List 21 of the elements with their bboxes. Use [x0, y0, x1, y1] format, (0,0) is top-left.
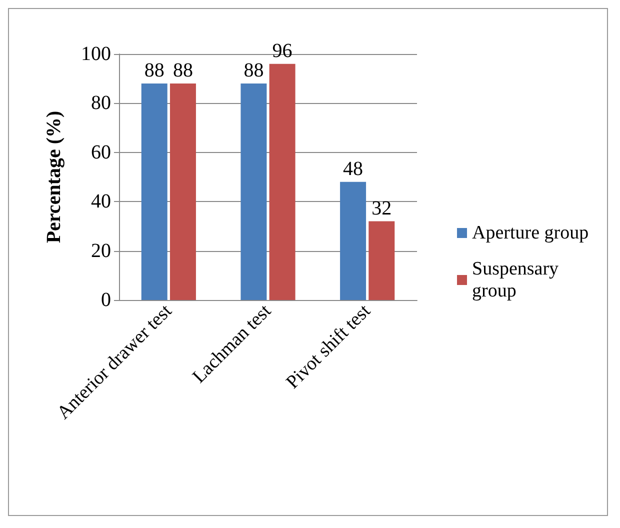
bar	[170, 84, 196, 300]
legend-label: Suspensary group	[472, 258, 564, 302]
bar	[141, 84, 168, 300]
y-axis-title: Percentage (%)	[43, 110, 65, 244]
y-tick-label: 40	[91, 190, 111, 213]
data-label: 88	[172, 60, 193, 82]
bar	[368, 221, 395, 300]
data-label: 48	[343, 158, 364, 180]
y-tick-label: 60	[91, 141, 111, 164]
data-label: 88	[144, 60, 164, 82]
y-tick-label: 80	[91, 92, 111, 114]
data-label: 96	[272, 40, 292, 62]
bar	[240, 84, 267, 300]
data-label: 32	[372, 197, 392, 220]
y-tick-label: 0	[101, 289, 111, 311]
y-tick-label: 20	[91, 240, 111, 262]
legend-label: Aperture group	[472, 222, 589, 244]
y-tick-label: 100	[81, 43, 111, 65]
bar	[340, 182, 366, 300]
bar	[269, 64, 296, 300]
data-label: 88	[244, 60, 264, 82]
